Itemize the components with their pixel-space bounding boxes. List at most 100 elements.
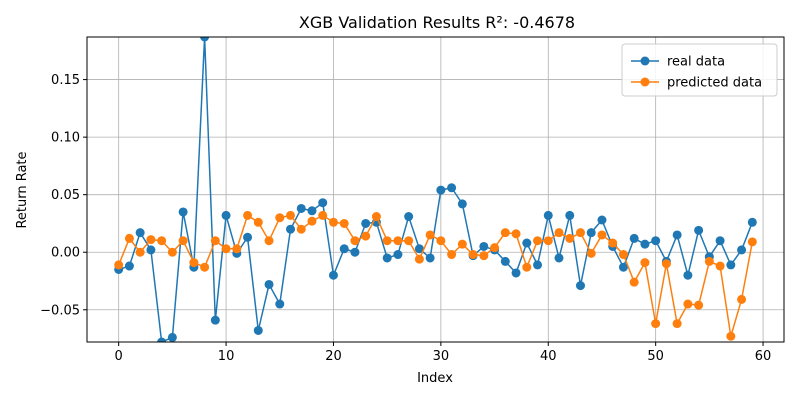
data-point (436, 185, 446, 195)
data-point (533, 260, 543, 270)
x-tick-label: 50 (647, 349, 664, 364)
data-point (157, 236, 167, 246)
data-point (640, 239, 650, 249)
data-point (715, 236, 725, 246)
data-point (350, 247, 360, 257)
data-point (318, 198, 328, 208)
data-point (425, 253, 435, 263)
data-point (275, 213, 285, 223)
data-point (511, 268, 521, 278)
data-point (533, 236, 543, 246)
data-point (167, 332, 177, 342)
data-point (629, 233, 639, 243)
data-point (500, 256, 510, 266)
data-point (135, 247, 145, 257)
legend-item: predicted data (631, 76, 762, 91)
data-point (479, 251, 489, 261)
data-point (694, 225, 704, 235)
data-point (371, 212, 381, 222)
data-point (178, 236, 188, 246)
data-point (382, 236, 392, 246)
data-point (737, 245, 747, 255)
data-point (543, 210, 553, 220)
data-point (146, 235, 156, 245)
ticks: 0 10 20 30 40 50 60 −0.05 0.00 0.05 0.10 0.15 (40, 73, 771, 364)
data-point (232, 244, 242, 254)
data-point (661, 259, 671, 269)
data-point (404, 212, 414, 222)
data-point (522, 238, 532, 248)
data-point (414, 254, 424, 264)
data-point (243, 232, 253, 242)
data-point (737, 294, 747, 304)
data-point (210, 236, 220, 246)
data-point (253, 325, 263, 335)
y-tick-label: 0.05 (51, 188, 80, 203)
data-point (586, 228, 596, 238)
data-point (640, 258, 650, 268)
data-point (597, 215, 607, 225)
y-tick-label: 0.00 (51, 246, 80, 261)
data-point (307, 216, 317, 226)
data-point (307, 206, 317, 216)
data-point (575, 228, 585, 238)
data-point (447, 183, 457, 193)
x-axis-label: Index (417, 371, 453, 386)
data-point (447, 250, 457, 260)
data-point (683, 299, 693, 309)
x-tick-label: 0 (115, 349, 123, 364)
data-point (522, 262, 532, 272)
data-point (135, 228, 145, 238)
data-point (608, 238, 618, 248)
data-point (726, 331, 736, 341)
data-point (264, 279, 274, 289)
series-real-data (114, 37, 757, 342)
data-point (629, 277, 639, 287)
data-point (554, 228, 564, 238)
data-point (200, 37, 210, 42)
data-point (586, 248, 596, 258)
legend-box (621, 43, 778, 97)
legend-label: predicted data (667, 76, 762, 91)
data-point (436, 236, 446, 246)
data-point (618, 250, 628, 260)
y-tick-label: 0.15 (51, 73, 80, 88)
series-layer (114, 37, 757, 342)
x-tick-label: 60 (755, 349, 772, 364)
data-point (124, 261, 134, 271)
data-point (747, 237, 757, 247)
data-point (200, 262, 210, 272)
data-point (167, 247, 177, 257)
data-point (511, 229, 521, 239)
data-point (565, 210, 575, 220)
data-point (361, 218, 371, 228)
legend: real data predicted data (621, 43, 778, 97)
data-point (382, 253, 392, 263)
data-point (210, 315, 220, 325)
data-point (339, 244, 349, 254)
data-point (393, 250, 403, 260)
data-point (672, 319, 682, 329)
data-point (146, 245, 156, 255)
data-point (221, 244, 231, 254)
data-point (543, 236, 553, 246)
data-point (393, 236, 403, 246)
legend-label: real data (667, 55, 725, 70)
data-point (328, 270, 338, 280)
data-point (500, 228, 510, 238)
data-point (178, 207, 188, 217)
y-axis-label: Return Rate (15, 151, 30, 228)
data-point (114, 260, 124, 270)
data-point (575, 281, 585, 291)
legend-marker (640, 77, 650, 87)
y-tick-label: −0.05 (40, 303, 80, 318)
data-point (425, 230, 435, 240)
data-point (157, 337, 167, 342)
series-predicted-data (114, 210, 757, 341)
data-point (457, 239, 467, 249)
data-point (318, 210, 328, 220)
data-point (350, 236, 360, 246)
data-point (296, 224, 306, 234)
x-tick-label: 40 (540, 349, 557, 364)
